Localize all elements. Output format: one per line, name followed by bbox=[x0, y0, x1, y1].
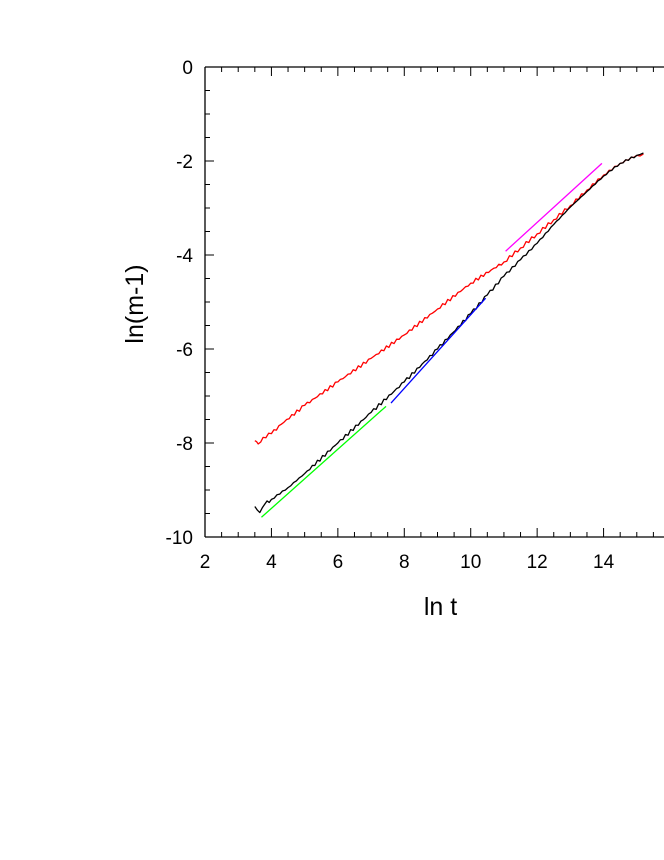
x-tick-label: 2 bbox=[200, 552, 211, 573]
series-line-0 bbox=[254, 153, 644, 445]
x-tick-label: 4 bbox=[266, 552, 277, 573]
x-axis-title: ln t bbox=[424, 593, 457, 621]
series-line-1 bbox=[254, 152, 644, 514]
y-tick-label: 0 bbox=[182, 58, 193, 79]
y-tick-label: -10 bbox=[166, 528, 193, 549]
x-tick-label: 14 bbox=[593, 552, 615, 573]
y-axis: 0 -2 -4 -6 -8 -10 bbox=[166, 58, 214, 549]
series-line-3 bbox=[390, 297, 487, 404]
y-axis-title: ln(m-1) bbox=[121, 264, 149, 343]
series-line-4 bbox=[505, 162, 603, 252]
y-tick-label: -4 bbox=[176, 246, 193, 267]
y-tick-label: -8 bbox=[176, 434, 193, 455]
x-axis: 2 4 6 8 10 12 14 bbox=[200, 67, 654, 573]
x-tick-label: 8 bbox=[399, 552, 410, 573]
plot-frame bbox=[204, 66, 664, 538]
x-tick-label: 12 bbox=[527, 552, 548, 573]
series-layer bbox=[254, 152, 644, 518]
series-line-2 bbox=[261, 405, 387, 518]
y-tick-label: -2 bbox=[176, 152, 193, 173]
x-tick-label: 6 bbox=[333, 552, 344, 573]
y-tick-label: -6 bbox=[176, 340, 193, 361]
x-tick-label: 10 bbox=[460, 552, 481, 573]
